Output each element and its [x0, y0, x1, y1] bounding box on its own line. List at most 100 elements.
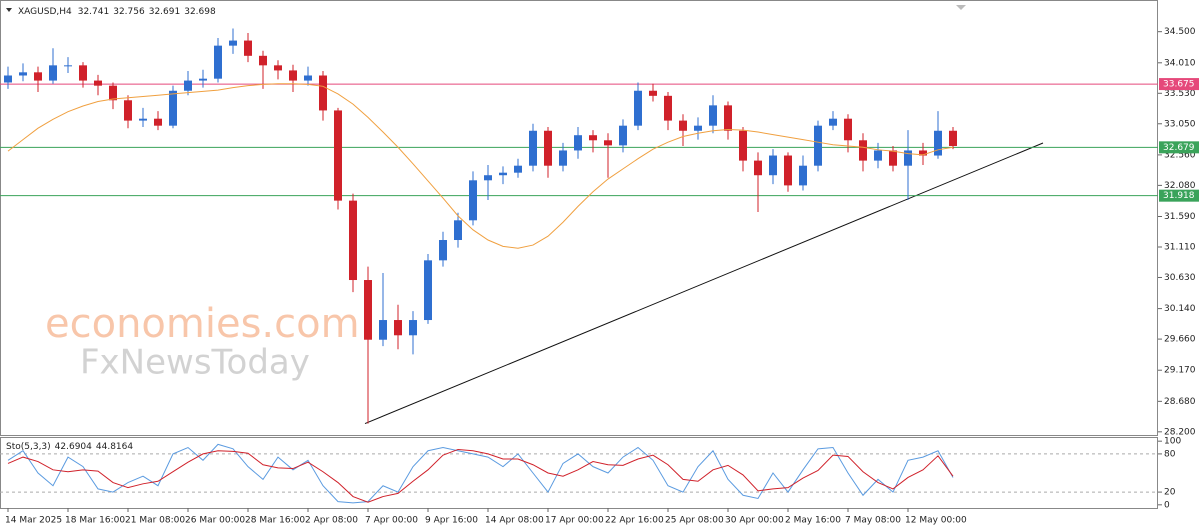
- candle-body: [889, 150, 897, 166]
- candle-body: [664, 95, 672, 121]
- watermark: economies.com: [45, 301, 360, 347]
- candle-body: [859, 140, 867, 161]
- oscillator-frame: [0, 437, 1158, 509]
- price-level-label: 32.679: [1163, 143, 1195, 153]
- x-tick-label: 9 Apr 16:00: [425, 516, 478, 526]
- y-tick-label: 32.080: [1164, 181, 1196, 191]
- x-tick-label: 14 Mar 2025: [5, 516, 62, 526]
- x-tick-label: 21 Mar 08:00: [125, 516, 185, 526]
- price-level-tag: [1159, 141, 1199, 154]
- candle-body: [844, 118, 852, 141]
- watermark: FxNewsToday: [80, 343, 310, 383]
- candle-body: [574, 135, 582, 151]
- candle-body: [319, 75, 327, 111]
- candle-body: [874, 150, 882, 161]
- candle-body: [679, 120, 687, 131]
- candle-body: [4, 75, 12, 83]
- oscillator-header: Sto(5,3,3) 42.6904 44.8164: [6, 442, 133, 452]
- x-tick-label: 2 May 16:00: [785, 516, 841, 526]
- candle-body: [79, 65, 87, 81]
- price-level-tag: [1159, 189, 1199, 202]
- y-tick-label: 28.200: [1164, 427, 1196, 437]
- candle-body: [139, 118, 147, 121]
- candle-body: [739, 130, 747, 161]
- y-tick-label: 34.010: [1164, 58, 1196, 68]
- candle-body: [589, 135, 597, 141]
- candle-body: [634, 90, 642, 126]
- candle-body: [814, 125, 822, 166]
- oscillator-reading: 42.6904: [55, 442, 92, 452]
- candle-body: [754, 160, 762, 176]
- y-tick-label: 29.170: [1164, 366, 1196, 376]
- candle-body: [544, 130, 552, 166]
- oscillator-tick-label: 80: [1164, 449, 1176, 459]
- quote-low: 32.691: [149, 7, 181, 17]
- candle-body: [454, 220, 462, 241]
- candle-body: [604, 140, 612, 146]
- x-tick-label: 22 Apr 16:00: [605, 516, 664, 526]
- candle-body: [124, 100, 132, 121]
- menu-arrow[interactable]: [6, 8, 12, 12]
- candle-body: [259, 55, 267, 66]
- stochastic-line: [7, 448, 954, 503]
- y-tick-label: 29.660: [1164, 335, 1196, 345]
- shift-marker: [956, 5, 966, 10]
- x-tick-label: 2 Apr 08:00: [305, 516, 358, 526]
- candle-body: [619, 125, 627, 146]
- candle-body: [214, 45, 222, 79]
- candle-body: [769, 155, 777, 176]
- candle-body: [34, 72, 42, 81]
- candle-body: [109, 85, 117, 101]
- y-tick-label: 30.630: [1164, 273, 1196, 283]
- oscillator-label: Sto(5,3,3): [6, 442, 51, 452]
- candle-body: [904, 150, 912, 166]
- candle-body: [64, 65, 72, 67]
- candle-body: [199, 78, 207, 81]
- x-tick-label: 26 Mar 00:00: [185, 516, 245, 526]
- moving-average: [7, 83, 954, 249]
- candle-body: [409, 320, 417, 336]
- y-tick-label: 30.140: [1164, 304, 1196, 314]
- x-tick-label: 7 May 08:00: [845, 516, 901, 526]
- candle-body: [349, 200, 357, 281]
- y-tick-label: 33.530: [1164, 89, 1196, 99]
- symbol: XAGUSD,H4: [18, 7, 72, 17]
- candle-body: [799, 165, 807, 186]
- candle-body: [439, 240, 447, 261]
- candle-body: [394, 320, 402, 336]
- y-tick-label: 34.500: [1164, 27, 1196, 37]
- candle-body: [289, 70, 297, 81]
- x-tick-label: 18 Mar 16:00: [65, 516, 125, 526]
- candle-body: [424, 260, 432, 321]
- price-level-tag: [1159, 78, 1199, 91]
- candle-body: [94, 80, 102, 86]
- main-frame: [0, 0, 1158, 436]
- oscillator-tick-label: 100: [1164, 437, 1181, 447]
- candle-body: [304, 75, 312, 81]
- price-level-label: 31.918: [1163, 191, 1195, 201]
- x-tick-label: 12 May 00:00: [905, 516, 967, 526]
- candle-body: [184, 80, 192, 91]
- y-tick-label: 28.680: [1164, 397, 1196, 407]
- quote-high: 32.756: [113, 7, 145, 17]
- y-tick-label: 31.590: [1164, 212, 1196, 222]
- candle-body: [19, 72, 27, 76]
- candle-body: [919, 150, 927, 156]
- x-tick-label: 7 Apr 00:00: [365, 516, 418, 526]
- quote-close: 32.698: [184, 7, 216, 17]
- candle-body: [169, 90, 177, 126]
- candle-body: [949, 130, 957, 147]
- candle-body: [229, 40, 237, 46]
- candle-body: [244, 40, 252, 56]
- candle-body: [484, 175, 492, 181]
- oscillator-reading: 44.8164: [96, 442, 133, 452]
- candle-body: [559, 150, 567, 166]
- candle-body: [709, 105, 717, 126]
- candle-body: [649, 90, 657, 96]
- candle-body: [694, 125, 702, 131]
- y-tick-label: 31.110: [1164, 242, 1196, 252]
- header: XAGUSD,H4 32.741 32.756 32.691 32.698: [18, 7, 216, 17]
